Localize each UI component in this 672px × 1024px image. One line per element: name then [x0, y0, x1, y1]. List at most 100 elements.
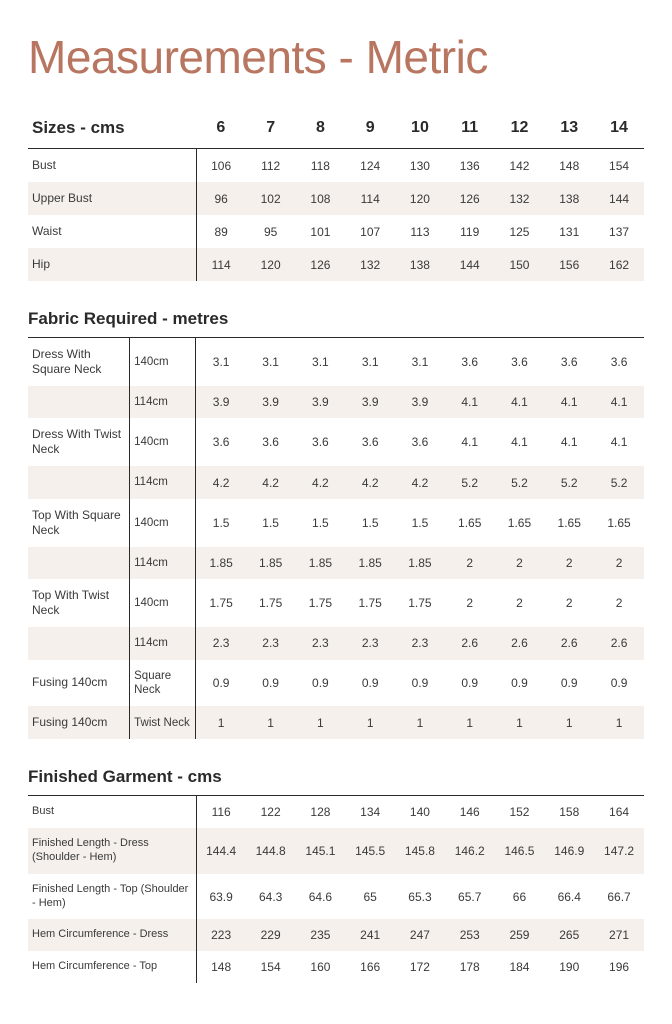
cell: 3.6 [345, 418, 395, 466]
size-col: 14 [594, 112, 644, 149]
cell: 130 [395, 149, 445, 183]
cell: 0.9 [395, 660, 445, 707]
cell: 1 [495, 706, 545, 739]
cell: 3.6 [395, 418, 445, 466]
cell: 1.75 [296, 579, 346, 627]
cell: 142 [495, 149, 545, 183]
cell: 196 [594, 951, 644, 983]
fabric-table: Dress With Square Neck140cm3.13.13.13.13… [28, 337, 644, 739]
cell: 4.2 [296, 466, 346, 498]
row-label: Hem Circumference - Dress [28, 919, 196, 951]
row-sublabel: Twist Neck [130, 706, 196, 739]
cell: 124 [345, 149, 395, 183]
cell: 1.75 [345, 579, 395, 627]
cell: 1.75 [246, 579, 296, 627]
table-row: Finished Length - Dress (Shoulder - Hem)… [28, 828, 644, 874]
cell: 145.1 [296, 828, 346, 874]
cell: 223 [196, 919, 246, 951]
row-label: Finished Length - Top (Shoulder - Hem) [28, 874, 196, 920]
row-label: Waist [28, 215, 196, 248]
cell: 132 [495, 182, 545, 215]
cell: 89 [196, 215, 246, 248]
cell: 106 [196, 149, 246, 183]
cell: 1 [196, 706, 246, 739]
row-label: Hem Circumference - Top [28, 951, 196, 983]
cell: 113 [395, 215, 445, 248]
cell: 4.1 [445, 418, 495, 466]
cell: 138 [395, 248, 445, 281]
cell: 172 [395, 951, 445, 983]
cell: 3.6 [296, 418, 346, 466]
cell: 114 [196, 248, 246, 281]
row-label: Upper Bust [28, 182, 196, 215]
cell: 3.9 [345, 386, 395, 418]
cell: 66.4 [544, 874, 594, 920]
cell: 4.2 [196, 466, 246, 498]
row-label [28, 547, 130, 579]
cell: 1.5 [196, 499, 246, 547]
cell: 3.1 [246, 338, 296, 387]
cell: 4.1 [594, 418, 644, 466]
cell: 4.2 [345, 466, 395, 498]
cell: 102 [246, 182, 296, 215]
cell: 95 [246, 215, 296, 248]
cell: 154 [246, 951, 296, 983]
cell: 2.6 [594, 627, 644, 659]
size-col: 12 [495, 112, 545, 149]
garment-title: Finished Garment - cms [28, 767, 644, 787]
cell: 144 [594, 182, 644, 215]
cell: 66.7 [594, 874, 644, 920]
table-row: Dress With Square Neck140cm3.13.13.13.13… [28, 338, 644, 387]
cell: 0.9 [445, 660, 495, 707]
cell: 138 [544, 182, 594, 215]
cell: 65 [345, 874, 395, 920]
row-label [28, 466, 130, 498]
row-label: Bust [28, 149, 196, 183]
cell: 0.9 [246, 660, 296, 707]
cell: 4.1 [544, 418, 594, 466]
cell: 108 [296, 182, 346, 215]
size-col: 6 [196, 112, 246, 149]
cell: 4.1 [544, 386, 594, 418]
cell: 137 [594, 215, 644, 248]
size-col: 7 [246, 112, 296, 149]
cell: 1.85 [345, 547, 395, 579]
cell: 3.6 [544, 338, 594, 387]
cell: 164 [594, 796, 644, 829]
cell: 247 [395, 919, 445, 951]
row-label [28, 386, 130, 418]
cell: 3.6 [196, 418, 246, 466]
table-row: Fusing 140cmSquare Neck0.90.90.90.90.90.… [28, 660, 644, 707]
cell: 145.5 [345, 828, 395, 874]
row-sublabel: 114cm [130, 627, 196, 659]
cell: 3.9 [395, 386, 445, 418]
cell: 156 [544, 248, 594, 281]
cell: 63.9 [196, 874, 246, 920]
cell: 4.2 [246, 466, 296, 498]
cell: 2 [495, 579, 545, 627]
cell: 184 [495, 951, 545, 983]
cell: 0.9 [495, 660, 545, 707]
cell: 144.8 [246, 828, 296, 874]
cell: 118 [296, 149, 346, 183]
table-row: Dress With Twist Neck140cm3.63.63.63.63.… [28, 418, 644, 466]
cell: 178 [445, 951, 495, 983]
size-col: 9 [345, 112, 395, 149]
cell: 3.6 [495, 338, 545, 387]
cell: 2 [594, 547, 644, 579]
cell: 259 [495, 919, 545, 951]
cell: 1.5 [246, 499, 296, 547]
table-row: Upper Bust96102108114120126132138144 [28, 182, 644, 215]
cell: 4.1 [594, 386, 644, 418]
cell: 271 [594, 919, 644, 951]
row-sublabel: 140cm [130, 499, 196, 547]
cell: 146.2 [445, 828, 495, 874]
cell: 112 [246, 149, 296, 183]
cell: 64.3 [246, 874, 296, 920]
cell: 3.9 [296, 386, 346, 418]
cell: 2.3 [395, 627, 445, 659]
row-sublabel: Square Neck [130, 660, 196, 707]
row-sublabel: 114cm [130, 466, 196, 498]
cell: 2.3 [296, 627, 346, 659]
size-col: 11 [445, 112, 495, 149]
